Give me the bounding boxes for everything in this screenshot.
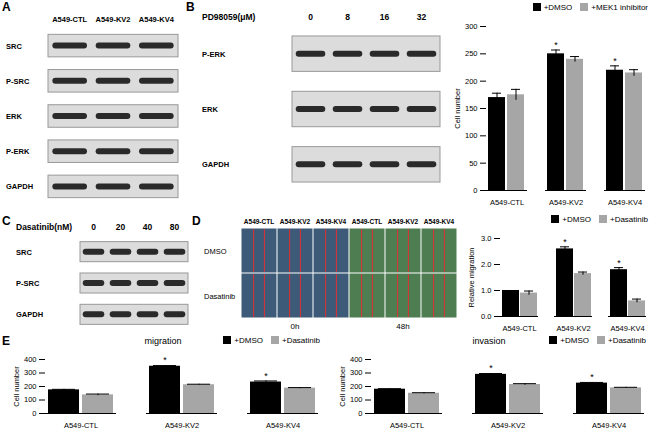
svg-text:A549-CTL: A549-CTL bbox=[490, 198, 524, 206]
svg-text:*: * bbox=[617, 258, 621, 268]
svg-text:200: 200 bbox=[24, 382, 37, 391]
svg-text:*: * bbox=[264, 371, 268, 381]
html-text:C: C bbox=[2, 214, 11, 228]
svg-text:A549-CTL: A549-CTL bbox=[52, 15, 87, 24]
svg-text:300: 300 bbox=[24, 368, 37, 377]
svg-text:A549-KV4: A549-KV4 bbox=[592, 421, 626, 429]
html-text:+DMSO: +DMSO bbox=[560, 336, 589, 345]
svg-text:GAPDH: GAPDH bbox=[16, 310, 43, 319]
svg-text:0: 0 bbox=[358, 409, 362, 418]
svg-text:48h: 48h bbox=[396, 322, 409, 331]
svg-text:A549-KV2: A549-KV2 bbox=[556, 324, 590, 332]
svg-text:SRC: SRC bbox=[6, 42, 22, 51]
svg-text:A549-CTL: A549-CTL bbox=[502, 324, 536, 332]
html-text:A: A bbox=[2, 0, 11, 14]
svg-text:1.0: 1.0 bbox=[481, 286, 491, 295]
svg-text:2.0: 2.0 bbox=[481, 260, 491, 269]
svg-text:300: 300 bbox=[465, 22, 478, 31]
svg-text:A549-KV2: A549-KV2 bbox=[491, 421, 525, 429]
svg-text:0: 0 bbox=[91, 222, 96, 232]
svg-text:A549-KV4: A549-KV4 bbox=[424, 218, 455, 225]
svg-text:P-SRC: P-SRC bbox=[16, 279, 40, 288]
svg-text:100: 100 bbox=[350, 395, 363, 404]
html-text:+DMSO: +DMSO bbox=[543, 3, 573, 12]
svg-text:100: 100 bbox=[24, 395, 37, 404]
html-text:+Dasatinib: +Dasatinib bbox=[608, 336, 646, 345]
svg-text:Relative migration: Relative migration bbox=[467, 247, 476, 307]
svg-text:Dasatinib: Dasatinib bbox=[204, 292, 235, 301]
svg-text:*: * bbox=[554, 40, 558, 50]
svg-text:Cell number: Cell number bbox=[12, 366, 21, 407]
svg-text:250: 250 bbox=[465, 49, 478, 58]
svg-text:80: 80 bbox=[170, 222, 180, 232]
html-text:D: D bbox=[192, 214, 201, 228]
svg-text:0: 0 bbox=[308, 12, 313, 22]
html-text:invasion: invasion bbox=[472, 336, 506, 346]
svg-text:A549-KV2: A549-KV2 bbox=[388, 218, 419, 225]
html-text:+DMSO: +DMSO bbox=[234, 336, 263, 345]
svg-text:A549-KV2: A549-KV2 bbox=[549, 198, 583, 206]
svg-text:3.0: 3.0 bbox=[481, 234, 491, 243]
svg-text:0: 0 bbox=[32, 409, 36, 418]
html-text:+Dasatinib: +Dasatinib bbox=[282, 336, 320, 345]
svg-text:A549-KV2: A549-KV2 bbox=[95, 15, 130, 24]
svg-text:40: 40 bbox=[143, 222, 153, 232]
svg-text:A549-CTL: A549-CTL bbox=[390, 421, 424, 429]
svg-text:A549-CTL: A549-CTL bbox=[64, 421, 98, 429]
svg-text:100: 100 bbox=[465, 131, 478, 140]
svg-text:A549-KV2: A549-KV2 bbox=[280, 218, 311, 225]
svg-text:Dasatinib(nM): Dasatinib(nM) bbox=[16, 222, 72, 232]
svg-text:16: 16 bbox=[380, 12, 390, 22]
svg-text:*: * bbox=[563, 237, 567, 247]
svg-text:*: * bbox=[613, 56, 617, 66]
svg-text:0.0: 0.0 bbox=[481, 312, 491, 321]
svg-text:A549-KV4: A549-KV4 bbox=[316, 218, 347, 225]
svg-text:GAPDH: GAPDH bbox=[202, 160, 229, 169]
html-text:E: E bbox=[2, 334, 10, 348]
svg-text:A549-KV4: A549-KV4 bbox=[608, 198, 642, 206]
svg-text:0: 0 bbox=[473, 186, 477, 195]
svg-text:A549-KV4: A549-KV4 bbox=[139, 15, 175, 24]
svg-text:200: 200 bbox=[350, 382, 363, 391]
svg-text:*: * bbox=[590, 372, 594, 382]
svg-text:50: 50 bbox=[469, 159, 477, 168]
html-text:+MEK1 inhibitor: +MEK1 inhibitor bbox=[591, 3, 648, 12]
svg-text:A549-KV2: A549-KV2 bbox=[165, 421, 199, 429]
svg-text:A549-CTL: A549-CTL bbox=[244, 218, 274, 225]
svg-text:300: 300 bbox=[350, 368, 363, 377]
svg-text:32: 32 bbox=[417, 12, 427, 22]
svg-text:P-SRC: P-SRC bbox=[6, 77, 30, 86]
svg-text:A549-KV4: A549-KV4 bbox=[610, 324, 644, 332]
svg-text:Cell number: Cell number bbox=[453, 88, 462, 129]
svg-text:A549-KV4: A549-KV4 bbox=[266, 421, 300, 429]
svg-text:P-ERK: P-ERK bbox=[6, 147, 30, 156]
svg-text:SRC: SRC bbox=[16, 248, 32, 257]
html-text:migration: migration bbox=[144, 336, 182, 346]
svg-text:PD98059(μM): PD98059(μM) bbox=[202, 12, 256, 22]
svg-text:150: 150 bbox=[465, 104, 478, 113]
svg-text:*: * bbox=[489, 363, 493, 373]
svg-text:P-ERK: P-ERK bbox=[202, 50, 226, 59]
html-text:+Dasatinib: +Dasatinib bbox=[610, 215, 648, 224]
svg-text:ERK: ERK bbox=[6, 112, 22, 121]
svg-text:DMSO: DMSO bbox=[204, 247, 227, 256]
svg-text:GAPDH: GAPDH bbox=[6, 182, 33, 191]
svg-text:*: * bbox=[163, 355, 167, 365]
svg-text:0h: 0h bbox=[291, 322, 300, 331]
html-text:+DMSO: +DMSO bbox=[562, 215, 591, 224]
svg-text:A549-CTL: A549-CTL bbox=[352, 218, 382, 225]
svg-text:Cell number: Cell number bbox=[338, 366, 347, 407]
svg-text:20: 20 bbox=[116, 222, 126, 232]
svg-text:400: 400 bbox=[24, 355, 37, 364]
svg-text:200: 200 bbox=[465, 77, 478, 86]
svg-text:400: 400 bbox=[350, 355, 363, 364]
svg-text:ERK: ERK bbox=[202, 105, 218, 114]
svg-text:8: 8 bbox=[345, 12, 350, 22]
html-text:B: B bbox=[186, 0, 195, 14]
